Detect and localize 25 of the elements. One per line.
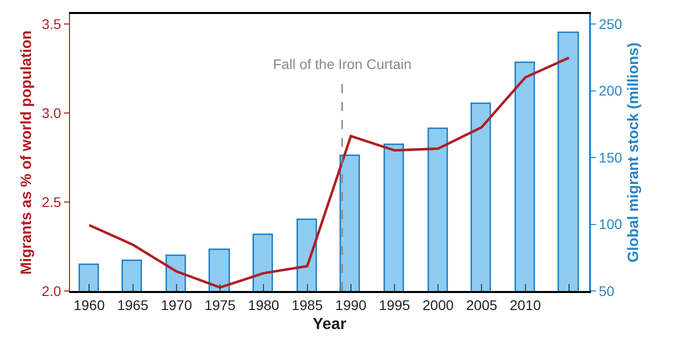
y2-tick-label: 50	[598, 282, 615, 299]
y-tick-label: 2.0	[42, 282, 62, 299]
y2-tick-label: 200	[598, 82, 622, 99]
y2-tick-label: 150	[598, 149, 622, 166]
x-tick-label: 2010	[510, 296, 542, 313]
x-tick-label: 2000	[422, 296, 454, 313]
x-tick-label: 1975	[204, 296, 236, 313]
x-tick-label: 1985	[292, 296, 324, 313]
x-tick-label: 1970	[160, 296, 192, 313]
x-axis-title: Year	[312, 316, 346, 333]
x-tick-label: 1990	[335, 296, 367, 313]
y-tick-label: 2.5	[42, 194, 62, 210]
x-tick-label: 1965	[117, 296, 149, 313]
y-tick-label: 3.0	[42, 104, 62, 121]
line-series	[88, 56, 570, 289]
y2-tick-label: 250	[598, 16, 622, 32]
x-tick-label: 1980	[248, 296, 280, 313]
x-tick-label: 1960	[74, 296, 105, 313]
x-tick-label: 2005	[466, 296, 498, 313]
y-tick-label: 3.5	[42, 16, 62, 32]
y2-axis-title: Global migrant stock (millions)	[624, 42, 642, 263]
y-axis-title: Migrants as % of world population	[18, 30, 35, 275]
y2-tick-label: 100	[598, 216, 622, 232]
ref-line-label: Fall of the Iron Curtain	[273, 56, 412, 72]
x-tick-label: 1995	[378, 296, 410, 313]
